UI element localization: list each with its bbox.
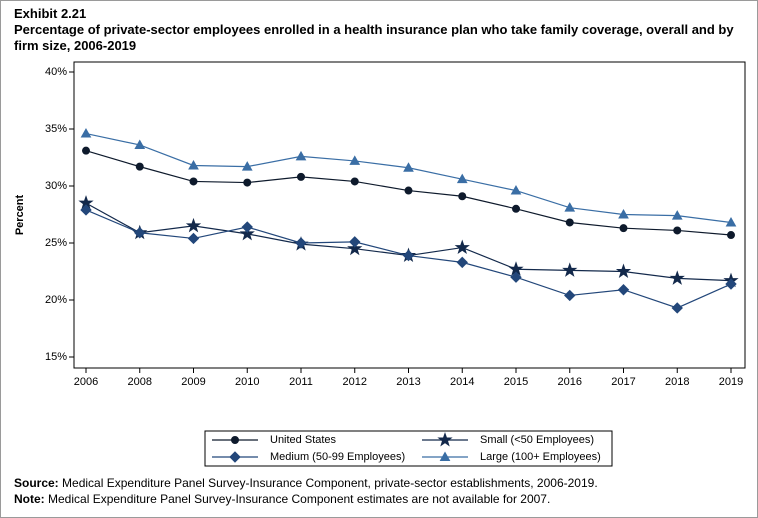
data-point <box>295 150 307 161</box>
data-point <box>725 216 737 227</box>
data-point <box>347 240 363 256</box>
note-text: Medical Expenditure Panel Survey-Insuran… <box>48 492 551 506</box>
data-point <box>510 271 522 283</box>
legend-marker <box>231 436 239 444</box>
x-tick-label: 2016 <box>558 376 582 388</box>
data-point <box>617 284 630 296</box>
data-point <box>669 270 685 285</box>
y-tick-label: 40% <box>45 66 67 78</box>
legend-marker <box>439 451 451 461</box>
x-tick-label: 2010 <box>235 376 259 388</box>
data-point <box>185 217 202 233</box>
data-point <box>671 302 683 314</box>
data-point <box>456 173 468 184</box>
data-point <box>725 278 737 290</box>
data-point <box>402 249 415 262</box>
x-tick-label: 2012 <box>343 376 367 388</box>
data-point <box>512 204 520 213</box>
data-point <box>454 239 470 255</box>
x-tick-label: 2017 <box>611 376 635 388</box>
x-tick-label: 2009 <box>181 376 205 388</box>
note-label: Note: <box>14 492 45 506</box>
y-tick-label: 25% <box>45 237 67 249</box>
x-tick-label: 2018 <box>665 376 689 388</box>
data-point <box>456 256 468 269</box>
data-point <box>510 185 522 195</box>
data-point <box>241 221 253 233</box>
data-point <box>187 232 200 245</box>
data-point <box>80 204 92 216</box>
x-tick-label: 2015 <box>504 376 528 388</box>
data-point <box>618 208 629 219</box>
data-point <box>350 177 359 186</box>
data-point <box>295 237 307 249</box>
data-point <box>615 263 632 278</box>
data-point <box>727 231 735 240</box>
data-point <box>297 172 305 181</box>
legend-label: Medium (50-99 Employees) <box>270 451 405 463</box>
y-tick-label: 35% <box>45 123 67 135</box>
data-point <box>458 192 467 201</box>
data-point <box>241 161 253 171</box>
y-tick-label: 15% <box>45 351 67 363</box>
source-note: Source: Medical Expenditure Panel Survey… <box>14 476 598 490</box>
legend-label: Small (<50 Employees) <box>480 434 594 446</box>
data-point <box>564 289 576 302</box>
plot-frame <box>73 61 746 369</box>
y-tick-label: 20% <box>45 294 67 306</box>
data-point <box>135 162 144 171</box>
data-point <box>349 236 361 248</box>
x-tick-label: 2006 <box>74 376 98 388</box>
data-point <box>188 159 199 170</box>
data-point <box>189 177 198 186</box>
source-text: Medical Expenditure Panel Survey-Insuran… <box>62 476 598 490</box>
legend-box <box>204 430 613 467</box>
data-point <box>239 225 255 241</box>
note: Note: Medical Expenditure Panel Survey-I… <box>14 492 550 506</box>
data-point <box>562 262 578 277</box>
data-point <box>134 227 146 239</box>
legend-marker <box>437 431 453 447</box>
data-point <box>80 128 92 138</box>
data-point <box>671 210 683 220</box>
y-tick-label: 30% <box>45 180 67 192</box>
legend-label: United States <box>270 434 337 446</box>
chart-title: Percentage of private-sector employees e… <box>14 22 734 53</box>
source-label: Source: <box>14 476 59 490</box>
data-point <box>565 218 574 227</box>
data-point <box>564 202 576 212</box>
legend-label: Large (100+ Employees) <box>480 451 601 463</box>
data-point <box>243 178 252 187</box>
legend-marker <box>229 451 241 463</box>
x-tick-label: 2013 <box>396 376 420 388</box>
exhibit: Exhibit 2.21 <box>14 6 87 21</box>
x-tick-label: 2014 <box>450 376 474 388</box>
y-axis-label: Percent <box>14 194 26 235</box>
data-point <box>404 186 413 195</box>
data-point <box>349 155 361 165</box>
x-tick-label: 2011 <box>289 376 313 388</box>
data-point <box>403 162 414 172</box>
data-point <box>619 224 628 233</box>
data-point <box>673 226 682 235</box>
data-point <box>82 146 90 155</box>
data-point <box>134 139 146 149</box>
x-tick-label: 2008 <box>128 376 152 388</box>
x-tick-label: 2019 <box>719 376 743 388</box>
